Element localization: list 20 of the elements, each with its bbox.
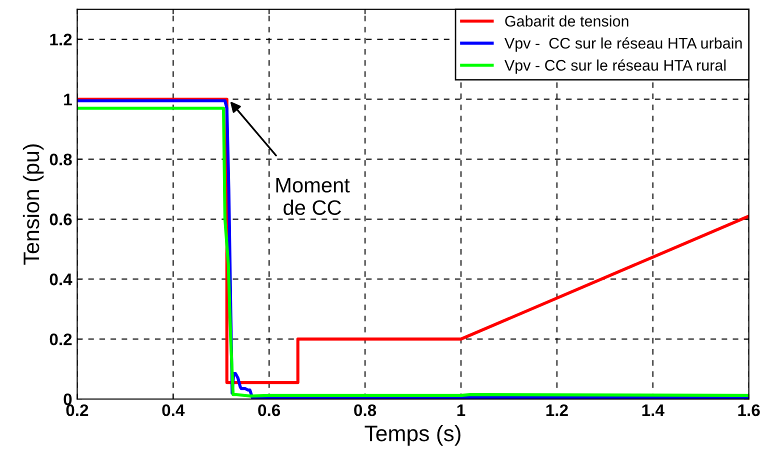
x-axis-title: Temps (s) — [364, 424, 460, 446]
x-tick-label: 1.6 — [738, 404, 760, 416]
y-tick-label: 0.8 — [50, 154, 72, 166]
y-tick-label: 0.4 — [50, 274, 72, 286]
y-tick-label: 1 — [64, 94, 72, 106]
x-tick-label: 1 — [457, 404, 466, 416]
y-axis-title: Tension (pu) — [22, 144, 44, 265]
annotation: Moment de CC — [276, 178, 350, 215]
x-tick-label: 1.2 — [546, 404, 568, 416]
legend-label: Vpv - CC sur le réseau HTA rural — [504, 59, 726, 74]
y-tick-label: 0.2 — [50, 333, 72, 346]
x-tick-label: 1.4 — [642, 404, 664, 416]
legend-label: Gabarit de tension — [505, 15, 628, 27]
x-tick-label: 0.6 — [258, 404, 280, 416]
y-tick-label: 1.2 — [50, 34, 72, 46]
legend-label: Vpv - CC sur le réseau HTA urbain — [504, 37, 742, 52]
y-tick-label: 0 — [64, 393, 72, 406]
x-tick-label: 0.4 — [162, 404, 185, 416]
x-tick-label: 0.8 — [354, 404, 376, 416]
y-tick-label: 0.6 — [50, 214, 72, 226]
